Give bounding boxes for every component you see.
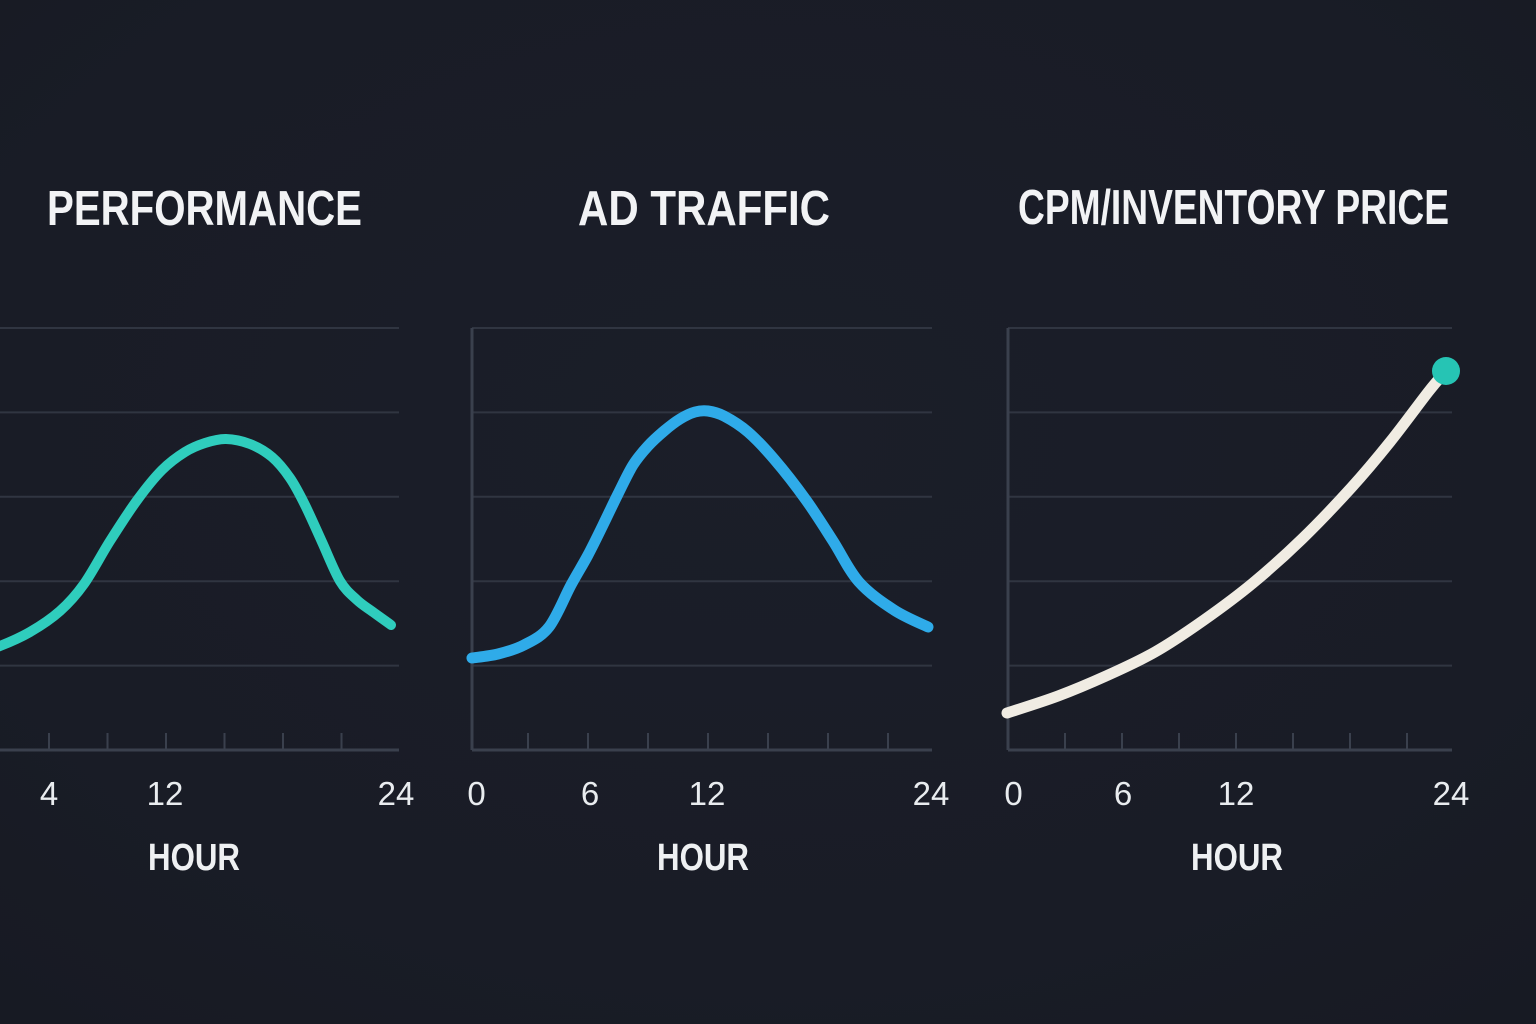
- svg-text:12: 12: [689, 775, 726, 812]
- svg-text:24: 24: [1433, 775, 1470, 812]
- svg-text:0: 0: [1004, 775, 1022, 812]
- svg-text:HOUR: HOUR: [1191, 837, 1283, 879]
- svg-text:CPM/INVENTORY PRICE: CPM/INVENTORY PRICE: [1018, 181, 1449, 235]
- svg-text:HOUR: HOUR: [657, 837, 749, 879]
- svg-text:24: 24: [378, 775, 415, 812]
- svg-text:6: 6: [1114, 775, 1132, 812]
- svg-text:6: 6: [581, 775, 599, 812]
- svg-text:PERFORMANCE: PERFORMANCE: [47, 182, 362, 236]
- svg-text:12: 12: [1218, 775, 1255, 812]
- svg-text:0: 0: [467, 775, 485, 812]
- svg-text:12: 12: [147, 775, 184, 812]
- svg-text:24: 24: [913, 775, 950, 812]
- svg-text:4: 4: [40, 775, 58, 812]
- svg-text:HOUR: HOUR: [148, 837, 240, 879]
- svg-text:AD TRAFFIC: AD TRAFFIC: [578, 182, 830, 236]
